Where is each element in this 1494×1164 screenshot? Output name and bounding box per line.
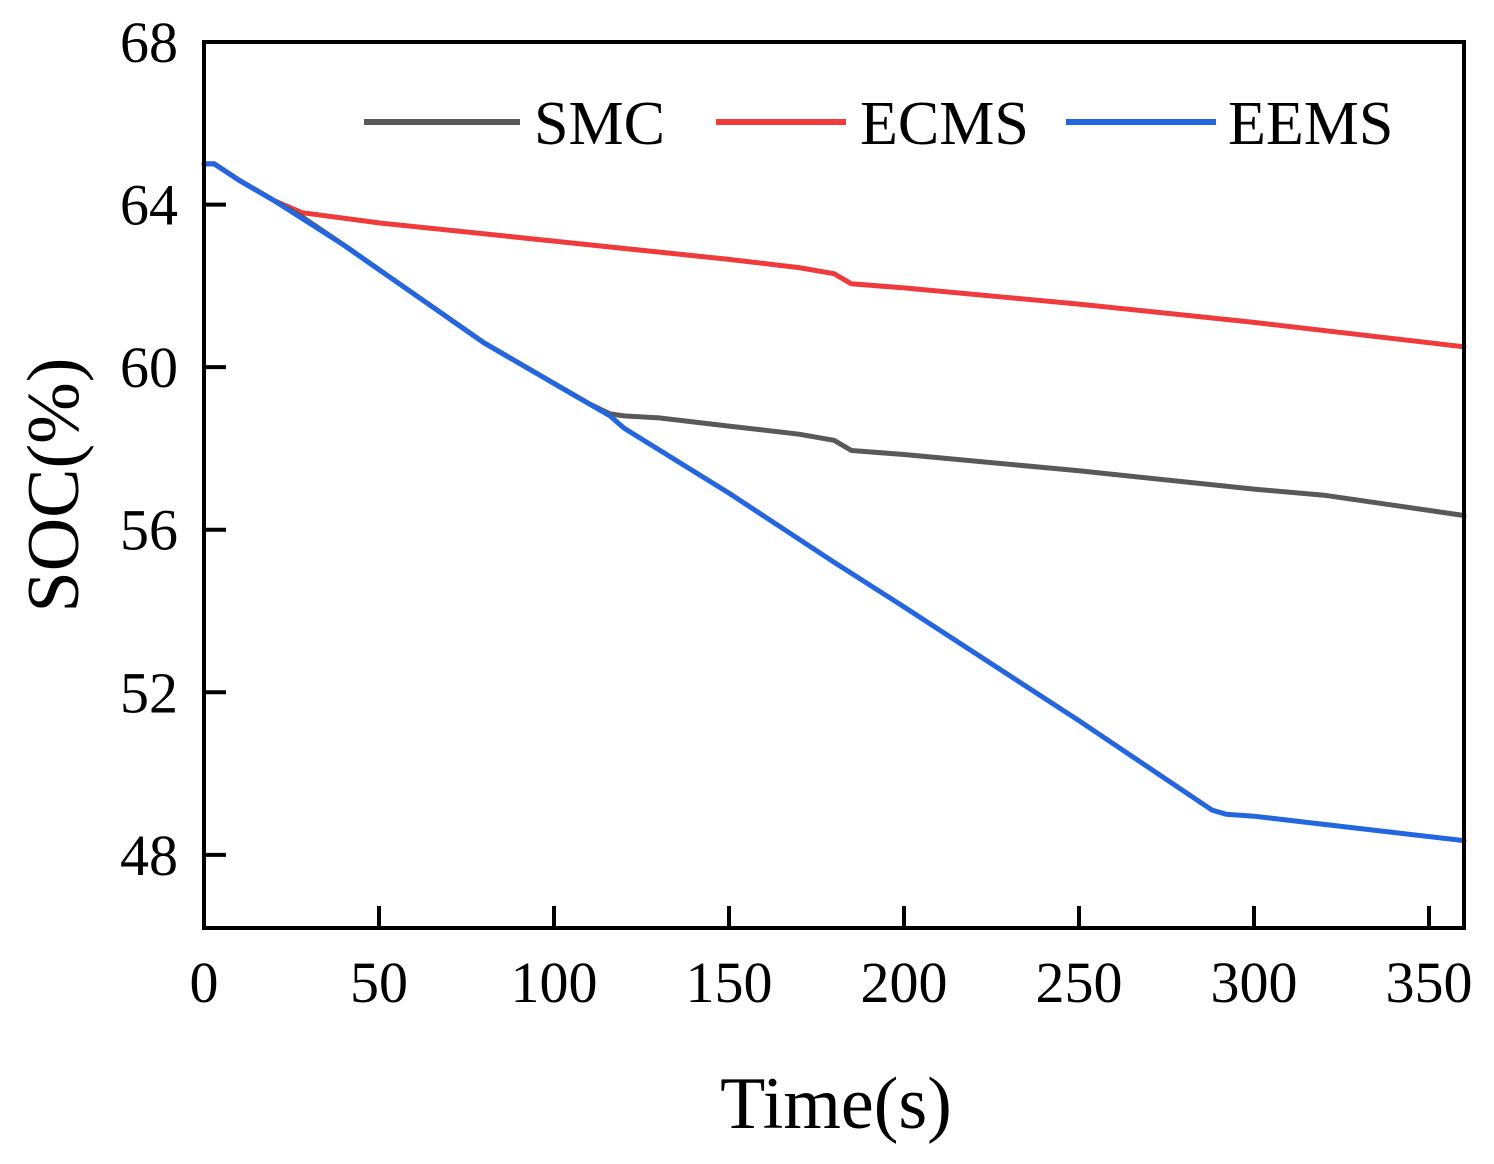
x-tick-label: 100: [511, 950, 598, 1015]
x-tick-label: 50: [350, 950, 408, 1015]
legend-label-eems: EEMS: [1228, 90, 1393, 158]
x-tick-label: 250: [1036, 950, 1123, 1015]
x-tick-label: 200: [861, 950, 948, 1015]
legend: SMC ECMS EEMS: [364, 90, 1393, 158]
x-tick-label: 300: [1211, 950, 1298, 1015]
y-tick-label: 56: [120, 498, 178, 563]
series-line-eems: [201, 161, 1467, 844]
legend-label-smc: SMC: [534, 90, 665, 158]
x-tick-label: 350: [1386, 950, 1473, 1015]
y-tick-label: 68: [120, 10, 178, 75]
legend-label-ecms: ECMS: [860, 90, 1029, 158]
series-layer: [201, 161, 1467, 844]
x-tick-label: 0: [190, 950, 219, 1015]
y-tick-label: 52: [120, 660, 178, 725]
y-tick-label: 60: [120, 335, 178, 400]
y-axis-title: SOC(%): [13, 358, 95, 613]
y-tick-label: 48: [120, 823, 178, 888]
plot-frame: [202, 40, 1466, 930]
x-axis-title: Time(s): [720, 1063, 952, 1145]
y-tick-label: 64: [120, 173, 178, 238]
x-tick-label: 150: [686, 950, 773, 1015]
tick-layer: 0 50 100 150 200 250 300 350 48 52 56 60 64 68: [120, 10, 1473, 1015]
